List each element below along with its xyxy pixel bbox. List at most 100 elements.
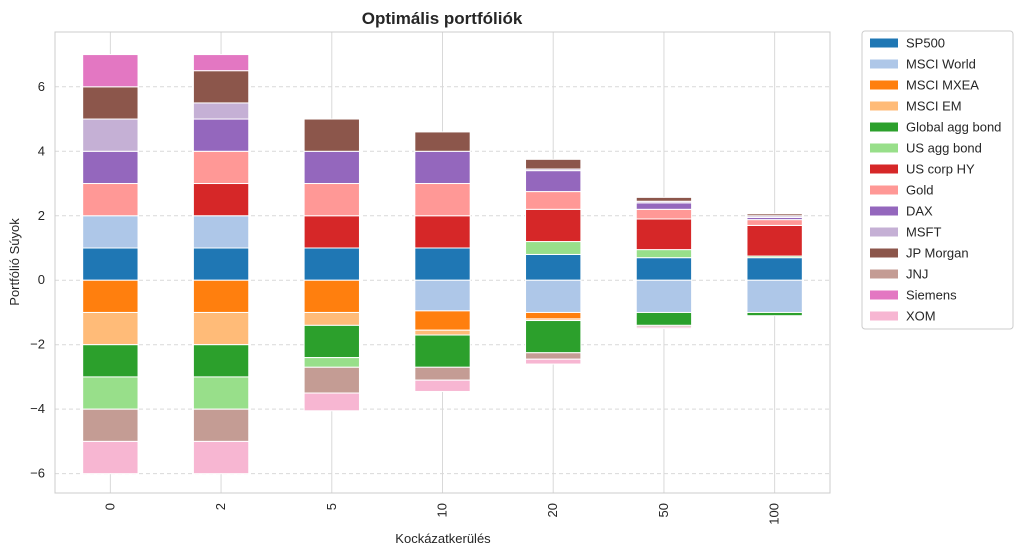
legend-label: US agg bond bbox=[906, 141, 982, 156]
bar-segment bbox=[525, 320, 582, 354]
legend-label: JNJ bbox=[906, 267, 928, 282]
legend-swatch bbox=[870, 38, 898, 48]
bars bbox=[82, 54, 803, 475]
bar-segment bbox=[635, 249, 693, 259]
legend-swatch bbox=[870, 59, 898, 69]
bar-segment bbox=[414, 247, 471, 281]
legend-label: JP Morgan bbox=[906, 246, 969, 261]
legend-label: SP500 bbox=[906, 36, 945, 51]
bar-segment bbox=[525, 170, 582, 193]
bar-segment bbox=[303, 392, 360, 412]
bar-segment bbox=[82, 118, 139, 152]
bar-segment bbox=[82, 247, 139, 281]
legend-swatch bbox=[870, 122, 898, 132]
x-ticks: 0 2 5 10 20 50 100 bbox=[102, 503, 781, 525]
bar-segment bbox=[525, 358, 582, 365]
bar-segment bbox=[82, 86, 139, 120]
bar-segment bbox=[525, 311, 582, 320]
legend-swatch bbox=[870, 248, 898, 258]
bar-segment bbox=[746, 311, 803, 317]
bar-segment bbox=[303, 150, 360, 185]
bar-segment bbox=[82, 215, 139, 249]
bar-segment bbox=[303, 324, 360, 359]
bar-segment bbox=[414, 131, 471, 152]
bar-segment bbox=[414, 310, 471, 331]
bar-segment bbox=[525, 208, 582, 243]
bar-segment bbox=[192, 247, 250, 281]
bar-segment bbox=[303, 311, 360, 326]
bar-segment bbox=[635, 202, 693, 210]
legend-label: Siemens bbox=[906, 288, 957, 303]
bar-segment bbox=[82, 408, 139, 442]
bar-segment bbox=[303, 357, 360, 368]
bar-segment bbox=[303, 118, 360, 152]
legend-swatch bbox=[870, 290, 898, 300]
bar-segment bbox=[414, 150, 471, 185]
y-tick-label: 4 bbox=[38, 143, 45, 158]
legend-label: US corp HY bbox=[906, 162, 975, 177]
bar-segment bbox=[525, 241, 582, 255]
bar-segment bbox=[82, 311, 139, 346]
legend-swatch bbox=[870, 227, 898, 237]
legend-label: Gold bbox=[906, 183, 933, 198]
bar-segment bbox=[525, 191, 582, 210]
bar-segment bbox=[82, 54, 139, 88]
bar-segment bbox=[192, 118, 250, 152]
bar-segment bbox=[192, 215, 250, 249]
bar-segment bbox=[635, 311, 693, 326]
y-tick-label: −6 bbox=[30, 466, 45, 481]
x-tick-label: 2 bbox=[213, 503, 228, 510]
bar-segment bbox=[414, 183, 471, 217]
x-tick-label: 50 bbox=[656, 503, 671, 517]
legend-swatch bbox=[870, 269, 898, 279]
bar-segment bbox=[635, 326, 693, 330]
legend-label: XOM bbox=[906, 309, 936, 324]
bar-segment bbox=[192, 279, 250, 313]
x-tick-label: 5 bbox=[324, 503, 339, 510]
bar-segment bbox=[192, 408, 250, 442]
bar-segment bbox=[82, 279, 139, 313]
bar-segment bbox=[414, 215, 471, 249]
y-axis-title: Portfólió Súyok bbox=[7, 218, 22, 306]
x-tick-label: 0 bbox=[102, 503, 117, 510]
bar-segment bbox=[303, 279, 360, 313]
bar-segment bbox=[746, 257, 803, 281]
x-tick-label: 20 bbox=[545, 503, 560, 517]
bar-segment bbox=[635, 257, 693, 281]
y-tick-label: 2 bbox=[38, 208, 45, 223]
y-ticks: −6 −4 −2 0 2 4 6 bbox=[30, 79, 45, 481]
y-tick-label: 0 bbox=[38, 272, 45, 287]
bar-segment bbox=[414, 334, 471, 368]
bar-segment bbox=[303, 366, 360, 394]
bar-segment bbox=[82, 150, 139, 185]
bar-segment bbox=[635, 196, 693, 202]
bar-segment bbox=[746, 219, 803, 226]
bar-segment bbox=[192, 344, 250, 378]
bar-segment bbox=[414, 329, 471, 336]
bar-segment bbox=[525, 352, 582, 360]
bar-segment bbox=[192, 70, 250, 104]
bar-segment bbox=[635, 208, 693, 220]
x-tick-label: 10 bbox=[435, 503, 450, 517]
legend-label: MSCI World bbox=[906, 57, 976, 72]
bar-segment bbox=[192, 102, 250, 120]
x-tick-label: 100 bbox=[767, 503, 782, 525]
bar-segment bbox=[303, 183, 360, 217]
chart-title: Optimális portfóliók bbox=[362, 9, 523, 28]
bar-segment bbox=[414, 366, 471, 381]
bar-segment bbox=[414, 379, 471, 392]
bar-segment bbox=[746, 213, 803, 217]
legend-swatch bbox=[870, 101, 898, 111]
legend-label: MSFT bbox=[906, 225, 941, 240]
bar-segment bbox=[82, 183, 139, 217]
legend-label: Global agg bond bbox=[906, 120, 1001, 135]
legend-swatch bbox=[870, 185, 898, 195]
legend-label: DAX bbox=[906, 204, 933, 219]
bar-segment bbox=[746, 279, 803, 313]
legend-swatch bbox=[870, 80, 898, 90]
legend-label: MSCI MXEA bbox=[906, 78, 979, 93]
bar-segment bbox=[635, 218, 693, 251]
legend-swatch bbox=[870, 206, 898, 216]
